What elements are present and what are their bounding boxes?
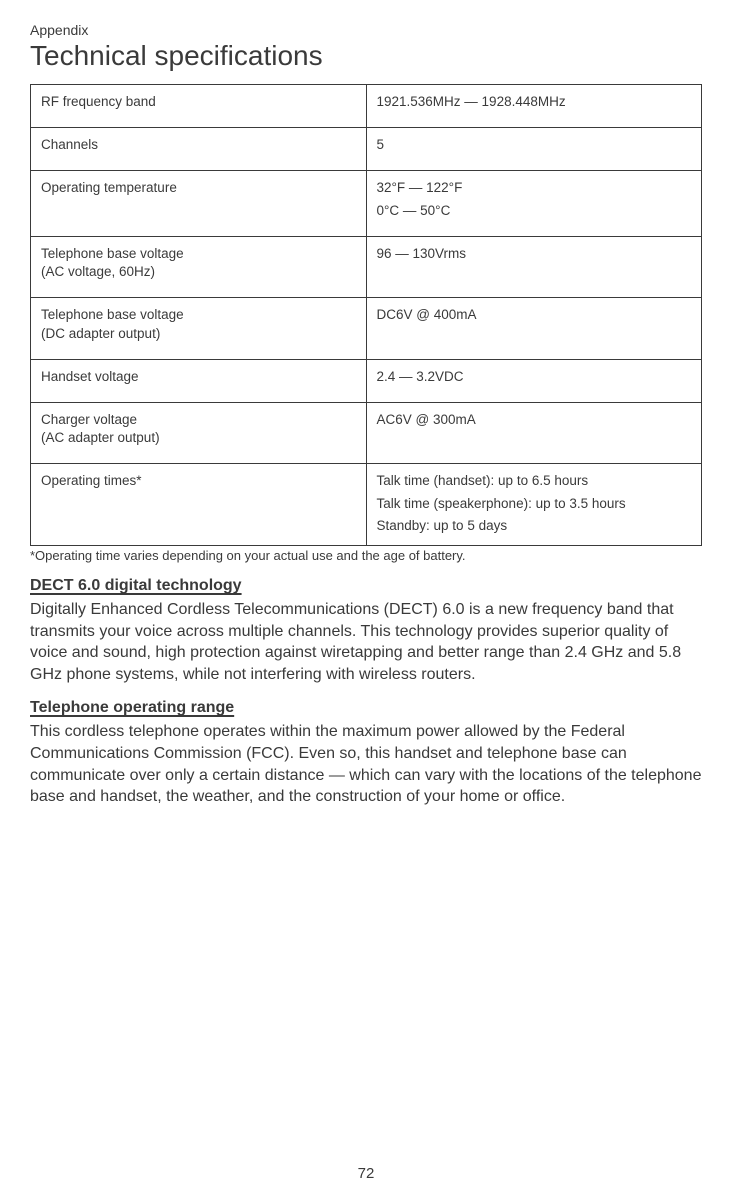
spec-sublabel: (AC voltage, 60Hz) <box>41 263 356 281</box>
spec-label: Channels <box>41 137 98 152</box>
page-number: 72 <box>358 1165 375 1182</box>
spec-label-cell: RF frequency band <box>31 85 367 128</box>
section-label: Appendix <box>30 22 702 38</box>
spec-label-cell: Telephone base voltage (DC adapter output… <box>31 298 367 359</box>
table-row: Operating temperature 32°F — 122°F 0°C — 5… <box>31 171 702 236</box>
spec-label-cell: Operating temperature <box>31 171 367 236</box>
sub-heading: Telephone operating range <box>30 699 702 717</box>
table-row: RF frequency band 1921.536MHz — 1928.448M… <box>31 85 702 128</box>
spec-value-cell: 5 <box>366 128 702 171</box>
spec-value-line: 5 <box>377 136 692 154</box>
spec-value-cell: 1921.536MHz — 1928.448MHz <box>366 85 702 128</box>
table-row: Handset voltage 2.4 — 3.2VDC <box>31 359 702 402</box>
table-row: Telephone base voltage (DC adapter output… <box>31 298 702 359</box>
spec-value-cell: Talk time (handset): up to 6.5 hours Talk… <box>366 464 702 546</box>
spec-value-line: 2.4 — 3.2VDC <box>377 368 692 386</box>
spec-value-line: AC6V @ 300mA <box>377 411 692 429</box>
spec-value-line: DC6V @ 400mA <box>377 306 692 324</box>
spec-label: Telephone base voltage <box>41 307 184 322</box>
spec-table: RF frequency band 1921.536MHz — 1928.448M… <box>30 84 702 546</box>
body-paragraph: This cordless telephone operates within … <box>30 721 702 807</box>
spec-value-cell: 2.4 — 3.2VDC <box>366 359 702 402</box>
spec-value-cell: 32°F — 122°F 0°C — 50°C <box>366 171 702 236</box>
sections-container: DECT 6.0 digital technology Digitally Enh… <box>30 577 702 808</box>
sub-heading: DECT 6.0 digital technology <box>30 577 702 595</box>
spec-value-cell: AC6V @ 300mA <box>366 402 702 463</box>
spec-label: Operating times* <box>41 473 142 488</box>
spec-label: Telephone base voltage <box>41 246 184 261</box>
spec-value-line: Talk time (speakerphone): up to 3.5 hour… <box>377 495 692 513</box>
spec-sublabel: (AC adapter output) <box>41 429 356 447</box>
spec-value-cell: 96 — 130Vrms <box>366 236 702 297</box>
page-title: Technical specifications <box>30 40 702 72</box>
spec-sublabel: (DC adapter output) <box>41 325 356 343</box>
spec-value-cell: DC6V @ 400mA <box>366 298 702 359</box>
table-row: Telephone base voltage (AC voltage, 60Hz)… <box>31 236 702 297</box>
spec-label: Charger voltage <box>41 412 137 427</box>
spec-label-cell: Handset voltage <box>31 359 367 402</box>
spec-value-line: 1921.536MHz — 1928.448MHz <box>377 93 692 111</box>
table-row: Channels 5 <box>31 128 702 171</box>
spec-label-cell: Operating times* <box>31 464 367 546</box>
spec-table-body: RF frequency band 1921.536MHz — 1928.448M… <box>31 85 702 546</box>
spec-label: RF frequency band <box>41 94 156 109</box>
spec-value-line: 96 — 130Vrms <box>377 245 692 263</box>
spec-label: Handset voltage <box>41 369 139 384</box>
spec-value-line: Standby: up to 5 days <box>377 517 692 535</box>
spec-label-cell: Telephone base voltage (AC voltage, 60Hz) <box>31 236 367 297</box>
spec-value-line: 32°F — 122°F <box>377 179 692 197</box>
footnote: *Operating time varies depending on your… <box>30 548 702 563</box>
spec-label: Operating temperature <box>41 180 177 195</box>
spec-label-cell: Channels <box>31 128 367 171</box>
spec-value-line: 0°C — 50°C <box>377 202 692 220</box>
spec-value-line: Talk time (handset): up to 6.5 hours <box>377 472 692 490</box>
body-paragraph: Digitally Enhanced Cordless Telecommunic… <box>30 599 702 685</box>
table-row: Operating times* Talk time (handset): up … <box>31 464 702 546</box>
table-row: Charger voltage (AC adapter output) AC6V @… <box>31 402 702 463</box>
spec-label-cell: Charger voltage (AC adapter output) <box>31 402 367 463</box>
